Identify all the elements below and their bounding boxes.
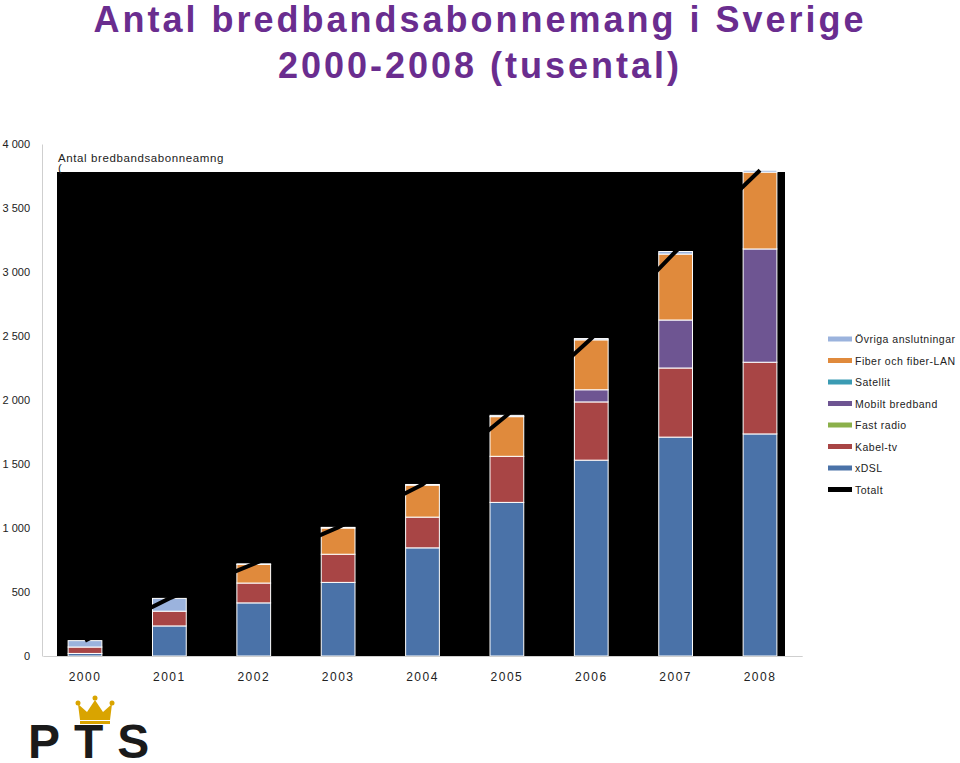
y-tick-label: 0 bbox=[24, 650, 30, 662]
annotation: ( bbox=[58, 162, 62, 174]
title: 2000-2008 (tusental) bbox=[278, 45, 682, 86]
legend-swatch bbox=[828, 401, 852, 406]
bar bbox=[406, 517, 440, 548]
y-tick: 0 bbox=[24, 650, 42, 662]
bar bbox=[490, 502, 524, 656]
x-tick: 2000 bbox=[69, 656, 102, 684]
legend-label: Mobilt bredband bbox=[855, 398, 938, 410]
legend-swatch bbox=[828, 466, 852, 471]
y-tick-label: 2 000 bbox=[2, 394, 30, 406]
legend-swatch bbox=[828, 358, 852, 363]
legend-label: xDSL bbox=[855, 462, 883, 474]
bar bbox=[152, 611, 186, 626]
x-tick: 2003 bbox=[322, 656, 355, 684]
bar bbox=[321, 554, 355, 582]
crown-jewel bbox=[93, 696, 98, 701]
plot-area bbox=[68, 170, 777, 656]
bar bbox=[659, 368, 693, 437]
bar bbox=[743, 362, 777, 434]
y-tick: 500 bbox=[12, 586, 42, 598]
bar-series bbox=[68, 362, 777, 653]
bar bbox=[659, 437, 693, 656]
bar bbox=[743, 249, 777, 362]
x-tick-label: 2007 bbox=[659, 670, 692, 684]
y-tick: 2 000 bbox=[2, 394, 42, 406]
x-tick: 2008 bbox=[744, 656, 777, 684]
legend-label: Fast radio bbox=[855, 419, 907, 431]
x-tick: 2004 bbox=[406, 656, 439, 684]
legend-swatch bbox=[828, 487, 852, 492]
y-tick: 3 500 bbox=[2, 202, 42, 214]
legend-label: Kabel-tv bbox=[855, 441, 898, 453]
bar bbox=[574, 402, 608, 460]
legend-swatch bbox=[828, 337, 852, 342]
x-axis: 2000 2001 2002 2003 2004 2005 2006 2007 2008 bbox=[43, 656, 802, 684]
x-tick-label: 2006 bbox=[575, 670, 608, 684]
crown-jewel bbox=[76, 701, 81, 706]
chart: Antal bredbandsabonnemang i Sverige 2000-… bbox=[0, 0, 960, 763]
legend-label: Fiber och fiber-LAN bbox=[855, 355, 956, 367]
legend-label: Övriga anslutningar bbox=[855, 333, 956, 345]
title: Antal bredbandsabonnemang i Sverige bbox=[93, 0, 866, 40]
y-tick: 1 500 bbox=[2, 458, 42, 470]
bar bbox=[68, 641, 102, 647]
y-tick: 1 000 bbox=[2, 522, 42, 534]
x-tick: 2001 bbox=[153, 656, 186, 684]
annotation: Antal bredbandsabonneamng bbox=[58, 152, 224, 164]
y-tick-label: 3 000 bbox=[2, 266, 30, 278]
legend-swatch bbox=[828, 444, 852, 449]
y-tick-label: 1 000 bbox=[2, 522, 30, 534]
x-tick-label: 2005 bbox=[491, 670, 524, 684]
bar bbox=[406, 548, 440, 656]
x-tick: 2007 bbox=[659, 656, 692, 684]
y-tick-label: 3 500 bbox=[2, 202, 30, 214]
bar bbox=[321, 582, 355, 656]
y-tick: 2 500 bbox=[2, 330, 42, 342]
x-tick-label: 2000 bbox=[69, 670, 102, 684]
legend-label: Totalt bbox=[855, 484, 883, 496]
bar-series bbox=[68, 434, 777, 656]
total-line bbox=[85, 170, 760, 640]
x-tick: 2002 bbox=[237, 656, 270, 684]
y-axis-line bbox=[42, 145, 43, 657]
legend-swatch bbox=[828, 423, 852, 428]
y-tick: 4 000 bbox=[2, 138, 42, 150]
y-tick: 3 000 bbox=[2, 266, 42, 278]
bar bbox=[237, 603, 271, 656]
bar-series bbox=[68, 170, 777, 647]
x-tick-label: 2003 bbox=[322, 670, 355, 684]
bar bbox=[490, 456, 524, 502]
bar bbox=[237, 583, 271, 603]
x-tick-label: 2002 bbox=[237, 670, 270, 684]
x-axis-line bbox=[43, 656, 802, 657]
plot-background bbox=[57, 172, 785, 656]
logo: PTS bbox=[28, 696, 163, 763]
bar bbox=[659, 320, 693, 368]
x-tick: 2005 bbox=[491, 656, 524, 684]
y-tick-label: 500 bbox=[12, 586, 30, 598]
bar bbox=[152, 626, 186, 656]
bar bbox=[68, 647, 102, 653]
legend-swatch bbox=[828, 380, 852, 385]
x-tick-label: 2008 bbox=[744, 670, 777, 684]
y-tick-label: 4 000 bbox=[2, 138, 30, 150]
bar bbox=[743, 434, 777, 656]
legend-label: Satellit bbox=[855, 376, 891, 388]
bar bbox=[574, 390, 608, 402]
y-tick-label: 1 500 bbox=[2, 458, 30, 470]
x-tick-label: 2004 bbox=[406, 670, 439, 684]
x-tick-label: 2001 bbox=[153, 670, 186, 684]
x-tick: 2006 bbox=[575, 656, 608, 684]
bar bbox=[574, 460, 608, 656]
logo-text: PTS bbox=[28, 715, 163, 763]
legend: Övriga anslutningar Fiber och fiber-LAN Sa… bbox=[828, 333, 956, 496]
y-tick-label: 2 500 bbox=[2, 330, 30, 342]
crown-jewel bbox=[110, 701, 115, 706]
y-axis: 0 500 1 000 1 500 2 000 2 500 3 000 3 500 4 000 bbox=[2, 138, 42, 662]
